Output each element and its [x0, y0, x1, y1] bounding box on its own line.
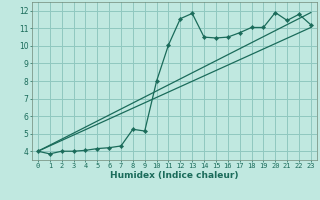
X-axis label: Humidex (Indice chaleur): Humidex (Indice chaleur)	[110, 171, 239, 180]
